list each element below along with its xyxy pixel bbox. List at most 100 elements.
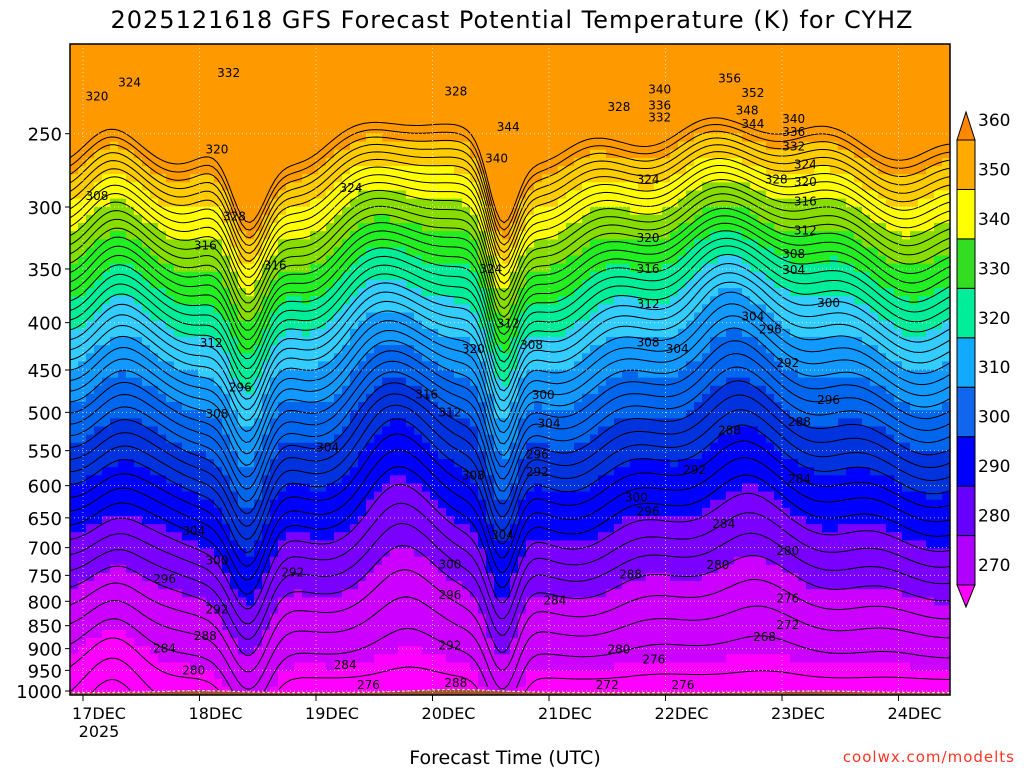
field-cell	[526, 60, 535, 70]
field-cell	[286, 507, 295, 517]
field-cell	[350, 312, 359, 322]
field-cell	[390, 328, 399, 338]
field-cell	[406, 369, 415, 379]
field-cell	[494, 548, 503, 558]
field-cell	[366, 459, 375, 468]
field-cell	[398, 377, 407, 387]
field-cell	[206, 638, 215, 647]
field-cell	[446, 662, 455, 672]
field-cell	[494, 467, 503, 476]
field-cell	[406, 320, 415, 330]
field-cell	[334, 100, 343, 110]
field-cell	[182, 68, 191, 78]
field-cell	[454, 540, 463, 550]
field-cell	[374, 467, 383, 476]
field-cell	[518, 100, 527, 110]
field-cell	[150, 353, 159, 362]
field-cell	[566, 320, 575, 330]
field-cell	[230, 418, 239, 428]
field-cell	[310, 467, 319, 476]
field-cell	[302, 166, 311, 175]
field-cell	[318, 369, 327, 379]
field-cell	[262, 613, 271, 623]
field-cell	[374, 247, 383, 257]
field-cell	[134, 345, 143, 354]
field-cell	[102, 646, 111, 655]
field-cell	[294, 125, 303, 135]
field-cell	[478, 239, 487, 249]
field-cell	[190, 76, 199, 86]
field-cell	[550, 68, 559, 78]
field-cell	[478, 336, 487, 346]
field-cell	[342, 418, 351, 428]
field-cell	[214, 109, 223, 118]
field-cell	[158, 182, 167, 192]
field-cell	[86, 646, 95, 655]
field-cell	[262, 377, 271, 387]
field-cell	[382, 296, 391, 305]
field-cell	[382, 442, 391, 452]
field-cell	[70, 223, 79, 232]
field-cell	[310, 166, 319, 175]
field-cell	[230, 515, 239, 525]
field-cell	[430, 524, 439, 533]
field-cell	[326, 255, 335, 265]
field-cell	[454, 393, 463, 403]
field-cell	[254, 320, 263, 330]
field-cell	[326, 125, 335, 135]
field-cell	[470, 605, 479, 615]
field-cell	[174, 629, 183, 639]
field-cell	[126, 402, 135, 411]
field-cell	[550, 109, 559, 118]
field-cell	[214, 263, 223, 273]
field-cell	[302, 182, 311, 192]
field-cell	[398, 320, 407, 330]
field-cell	[414, 654, 423, 664]
field-cell	[542, 646, 551, 655]
field-cell	[182, 670, 191, 680]
field-cell	[86, 157, 95, 167]
field-cell	[502, 532, 511, 541]
field-cell	[438, 678, 447, 688]
field-cell	[126, 353, 135, 362]
field-cell	[94, 670, 103, 680]
field-cell	[198, 117, 207, 126]
field-cell	[470, 613, 479, 623]
field-cell	[454, 426, 463, 436]
field-cell	[286, 141, 295, 151]
field-cell	[238, 434, 247, 444]
field-cell	[334, 117, 343, 126]
field-cell	[398, 141, 407, 151]
field-cell	[414, 100, 423, 110]
field-cell	[518, 556, 527, 566]
field-cell	[318, 68, 327, 78]
field-cell	[198, 556, 207, 566]
field-cell	[478, 345, 487, 354]
field-cell	[158, 149, 167, 159]
field-cell	[310, 442, 319, 452]
field-cell	[70, 345, 79, 354]
field-cell	[382, 174, 391, 183]
field-cell	[414, 556, 423, 566]
field-cell	[566, 68, 575, 78]
field-cell	[414, 223, 423, 232]
field-cell	[414, 564, 423, 574]
field-cell	[198, 515, 207, 525]
field-cell	[302, 76, 311, 86]
field-cell	[166, 166, 175, 175]
field-cell	[246, 377, 255, 387]
field-cell	[390, 532, 399, 541]
field-cell	[406, 385, 415, 395]
field-cell	[518, 76, 527, 86]
field-cell	[494, 296, 503, 305]
field-cell	[502, 60, 511, 70]
field-cell	[134, 141, 143, 151]
field-cell	[310, 125, 319, 135]
field-cell	[278, 678, 287, 688]
field-cell	[94, 44, 103, 53]
field-cell	[246, 157, 255, 167]
field-cell	[566, 271, 575, 281]
field-cell	[198, 548, 207, 558]
field-cell	[414, 76, 423, 86]
